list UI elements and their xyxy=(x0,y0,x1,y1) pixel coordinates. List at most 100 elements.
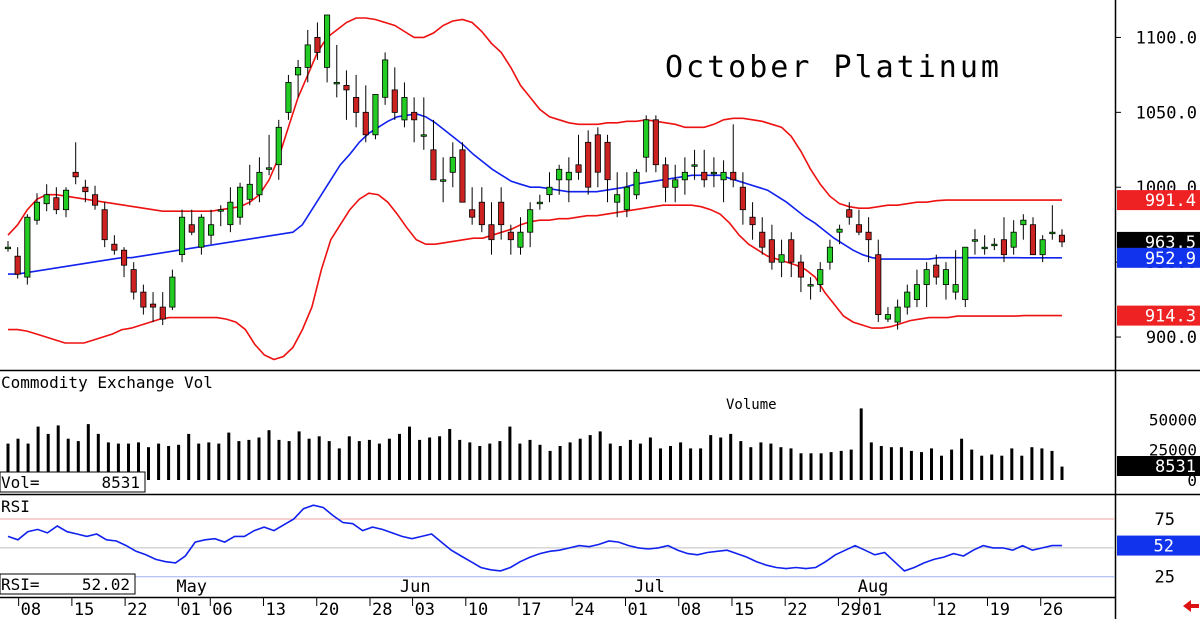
volume-bar xyxy=(588,435,592,480)
candle xyxy=(188,209,195,236)
price-badge-label: 952.9 xyxy=(1145,249,1196,269)
volume-bar xyxy=(357,441,361,480)
price-badge-bg xyxy=(1117,305,1200,326)
rsi-polyline xyxy=(7,504,1062,572)
volume-bar xyxy=(76,441,80,480)
candle-body xyxy=(353,97,360,113)
candle-body xyxy=(507,231,514,241)
volume-bar xyxy=(679,442,683,480)
candle-body xyxy=(401,97,408,121)
candle-body xyxy=(759,231,766,248)
volume-bar xyxy=(568,442,572,480)
volume-bar xyxy=(1030,447,1034,480)
bollinger-upper-line xyxy=(7,17,1062,236)
candle-body xyxy=(198,216,205,248)
candle-body xyxy=(884,314,891,320)
volume-bar xyxy=(157,443,161,480)
rsi-line xyxy=(7,504,1062,572)
volume-bar xyxy=(66,438,70,480)
candle xyxy=(1000,217,1007,263)
candle xyxy=(169,269,176,311)
x-day-label: 01 xyxy=(862,600,882,619)
volume-bar xyxy=(930,448,933,480)
candle xyxy=(962,246,969,308)
x-day-label: 15 xyxy=(734,600,754,619)
candle-body xyxy=(672,179,679,188)
moving-average xyxy=(8,112,1062,275)
price-badge-label: 991.4 xyxy=(1145,191,1196,211)
volume-bar xyxy=(257,437,261,480)
x-month-label: Jul xyxy=(634,577,665,597)
price-tick-label: 1100.0 xyxy=(1136,28,1197,48)
candle xyxy=(149,292,157,323)
volume-bar xyxy=(106,442,110,480)
volume-bar xyxy=(578,438,582,480)
candle xyxy=(662,157,669,203)
x-month-label: Jun xyxy=(400,577,431,597)
candle-body xyxy=(701,171,708,181)
candle-body xyxy=(1020,219,1027,226)
volume-bar xyxy=(548,450,552,480)
volume-bar xyxy=(367,439,371,480)
x-day-label: 22 xyxy=(787,600,807,619)
candle xyxy=(178,209,186,263)
price-badge: 991.4 xyxy=(1117,190,1200,211)
candle-body xyxy=(981,246,988,250)
x-day-label: 03 xyxy=(415,600,435,619)
candle-body xyxy=(749,216,756,226)
candle xyxy=(130,262,137,300)
scroll-left-arrow-icon[interactable] xyxy=(1183,600,1199,612)
volume-tick-label: 0 xyxy=(1187,471,1197,490)
candle xyxy=(207,209,215,245)
x-day-label: 28 xyxy=(372,600,392,619)
candle xyxy=(1058,229,1066,248)
candle-body xyxy=(971,239,978,242)
candlesticks xyxy=(4,14,1066,330)
candle xyxy=(294,59,302,98)
candle-body xyxy=(585,141,592,188)
axis-labels: 1100.01050.01000.0950.0900.0500002500007… xyxy=(18,28,1197,619)
candle-body xyxy=(72,171,79,178)
candle xyxy=(140,284,147,315)
candle-body xyxy=(33,201,40,221)
candle xyxy=(4,241,12,252)
candle xyxy=(217,205,224,227)
candle xyxy=(63,187,70,218)
volume-panel-title: Commodity Exchange Vol xyxy=(1,373,213,392)
candle xyxy=(952,250,959,300)
candle xyxy=(478,187,485,233)
candle-body xyxy=(952,284,959,293)
volume-bar xyxy=(307,438,311,480)
candle-body xyxy=(778,254,785,263)
candle xyxy=(314,22,321,60)
candle-body xyxy=(159,306,166,320)
candle xyxy=(855,209,862,236)
candle-body xyxy=(826,246,833,263)
candle xyxy=(353,74,360,128)
volume-readout-label: Vol= xyxy=(1,473,40,492)
candle xyxy=(633,169,640,200)
volume-bar xyxy=(116,443,120,480)
bollinger-lower-line xyxy=(8,192,1062,361)
candle xyxy=(913,269,920,308)
candle xyxy=(92,185,99,210)
candle xyxy=(449,142,456,188)
candle xyxy=(720,160,727,203)
volume-bar xyxy=(779,447,783,480)
x-day-label: 29 xyxy=(840,600,860,619)
candle xyxy=(420,97,427,150)
volume-bar xyxy=(729,433,733,480)
volume-tick-label: 25000 xyxy=(1149,441,1197,460)
candle-body xyxy=(323,14,331,68)
candle-body xyxy=(807,284,814,287)
volume-bar xyxy=(709,435,713,480)
candle-body xyxy=(178,216,186,255)
candle xyxy=(459,142,466,203)
candle xyxy=(333,44,340,98)
volume-bar xyxy=(297,431,301,480)
volume-bar xyxy=(508,426,512,480)
candle xyxy=(991,238,998,251)
volume-bar xyxy=(899,447,903,480)
volume-bar xyxy=(147,447,150,480)
